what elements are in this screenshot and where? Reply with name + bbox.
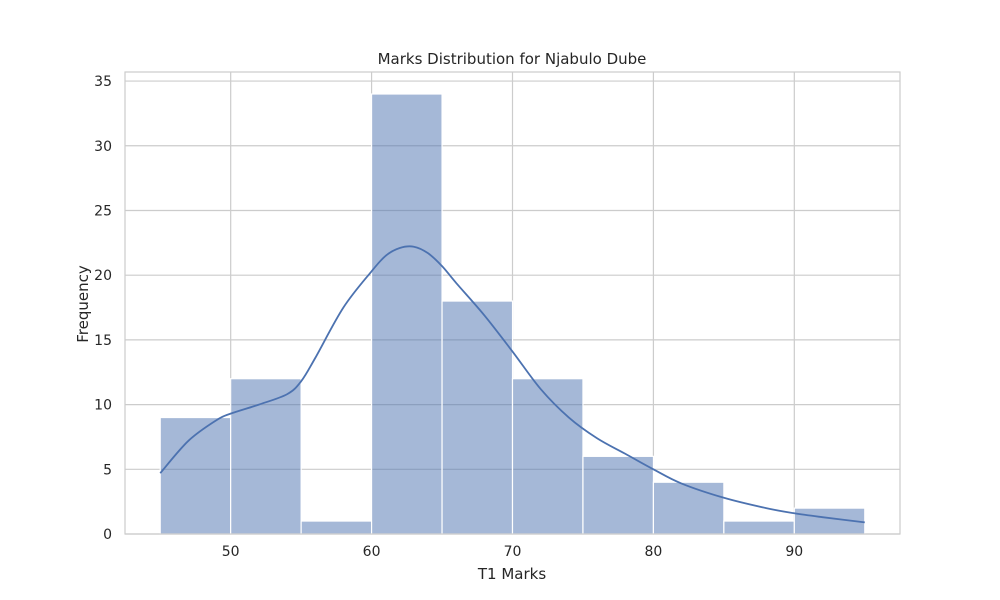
y-tick-label: 20	[94, 268, 112, 284]
histogram-bar	[441, 300, 514, 535]
y-tick-label: 25	[94, 203, 112, 219]
y-tick-labels: 0 5 10 15 20 25 30 35	[94, 74, 112, 543]
x-tick-label: 90	[785, 544, 803, 560]
histogram-bar	[370, 93, 443, 535]
y-axis-label: Frequency	[74, 265, 92, 343]
x-tick-labels: 50 60 70 80 90	[222, 544, 803, 560]
y-tick-label: 30	[94, 139, 112, 155]
y-tick-label: 5	[103, 462, 112, 478]
x-tick-label: 80	[644, 544, 662, 560]
chart-title: Marks Distribution for Njabulo Dube	[378, 50, 647, 68]
histogram-bar	[159, 416, 232, 535]
y-tick-label: 0	[103, 527, 112, 543]
y-tick-label: 10	[94, 398, 112, 414]
histogram-bars	[159, 93, 866, 535]
x-tick-label: 70	[504, 544, 522, 560]
histogram-bar	[582, 455, 655, 535]
plot-frame	[124, 71, 901, 535]
histogram-bar	[230, 378, 302, 535]
histogram-bar	[652, 481, 725, 535]
kde-curve	[159, 245, 865, 524]
y-tick-label: 15	[94, 333, 112, 349]
histogram-bar	[300, 520, 373, 535]
histogram-bar	[511, 378, 584, 535]
y-tick-label: 35	[94, 74, 112, 90]
x-tick-label: 60	[363, 544, 381, 560]
x-tick-label: 50	[222, 544, 240, 560]
x-axis-label: T1 Marks	[477, 565, 546, 583]
histogram-bar	[723, 520, 795, 535]
